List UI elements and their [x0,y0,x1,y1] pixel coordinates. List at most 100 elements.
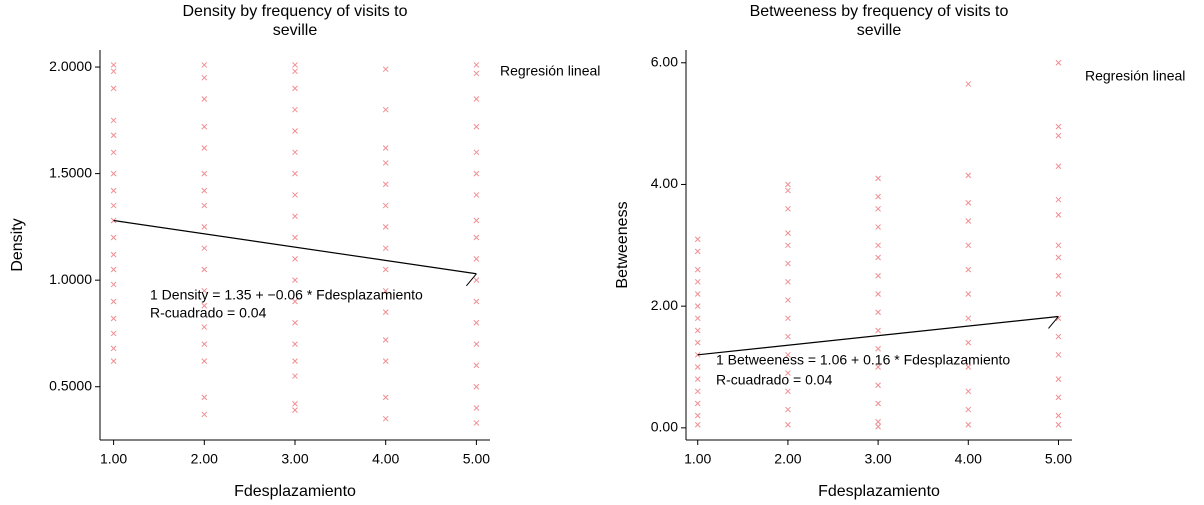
point [875,382,881,389]
x-tick-label: 5.00 [463,451,490,467]
point [382,202,389,209]
point [110,330,117,337]
point [875,400,881,407]
point [875,291,881,297]
point [694,339,701,346]
y-tick-label: 4.00 [651,175,678,191]
point [201,341,208,347]
annotation: 1 Density = 1.35 + −0.06 * Fdesplazamien… [150,287,423,303]
point [110,132,117,139]
point [382,245,389,252]
chart-title: Betweeness by frequency of visits to [750,3,1009,20]
point [694,278,701,285]
point [292,234,298,241]
point [201,123,208,130]
point [1055,421,1062,428]
point [292,255,298,262]
point [785,388,791,395]
point [785,406,791,413]
point [875,205,881,212]
point [785,205,791,212]
point [694,412,701,419]
point [110,85,117,92]
annotation: 1 Betweeness = 1.06 + 0.16 * Fdesplazami… [716,352,1010,368]
point [694,291,701,297]
chart-title: seville [273,22,318,39]
x-axis-label: Fdesplazamiento [234,483,356,500]
point [110,315,117,322]
point [473,217,480,224]
point [473,277,480,284]
point [875,254,881,261]
point [1055,59,1062,66]
point [473,70,480,77]
point [875,175,881,182]
point [694,421,701,428]
point [292,192,298,198]
fit-end-mark [1048,316,1059,329]
point [292,85,298,92]
point [201,145,208,151]
point [473,62,480,68]
point [1055,212,1062,218]
point [785,187,791,194]
point [694,303,701,310]
point [785,181,791,188]
point [382,358,389,365]
point [785,315,791,322]
point [292,400,298,407]
point [201,187,208,194]
point [201,170,208,177]
point [965,172,972,179]
x-tick-label: 3.00 [281,451,308,467]
point [965,364,972,370]
fit-end-mark [466,273,477,287]
point [110,345,117,352]
point [382,309,389,315]
point [473,170,480,177]
point [201,411,208,418]
point [694,364,701,370]
legend-label: Regresión lineal [500,63,600,79]
point [785,370,791,376]
point [382,224,389,230]
point [382,287,389,294]
point [785,278,791,285]
fit-line [697,315,1059,356]
point [1055,196,1062,203]
point [875,224,881,230]
point [201,358,208,365]
x-tick-label: 4.00 [372,451,399,467]
point [785,297,791,303]
point [110,62,117,68]
point [785,230,791,236]
point [473,405,480,411]
point [965,199,972,206]
point [382,181,389,188]
point [110,117,117,124]
point [110,234,117,241]
point [965,81,972,87]
point [694,266,701,273]
point [875,327,881,334]
point [473,420,480,426]
point [292,373,298,379]
y-tick-label: 1.0000 [49,271,92,287]
point [965,266,972,273]
point [1055,272,1062,279]
y-tick-label: 0.5000 [49,377,92,393]
point [965,291,972,297]
point [473,319,480,326]
point [965,388,972,395]
fit-line [113,219,477,275]
x-tick-label: 3.00 [864,451,891,467]
point [694,351,701,358]
point [473,255,480,262]
point [201,224,208,230]
point [473,362,480,369]
point [965,421,972,428]
point [875,423,881,430]
point [382,66,389,73]
